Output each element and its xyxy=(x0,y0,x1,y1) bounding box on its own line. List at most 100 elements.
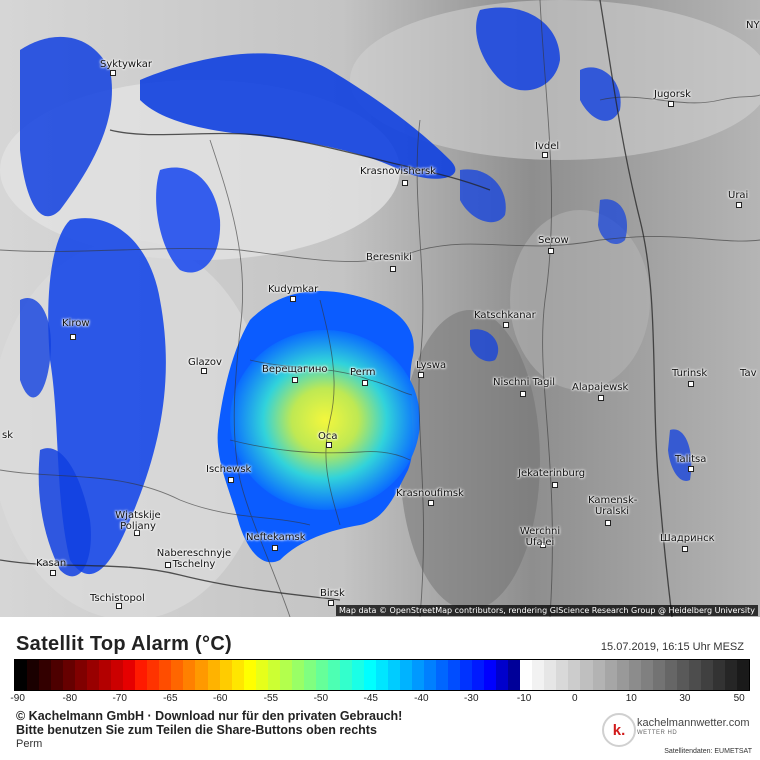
city-label-kasan: Kasan xyxy=(36,558,67,569)
scale-swatch xyxy=(207,660,220,690)
satellite-map[interactable]: Syktywkar Jugorsk NY Ivdel Krasnovishers… xyxy=(0,0,760,617)
scale-swatch xyxy=(267,660,280,690)
city-label-kudymkar: Kudymkar xyxy=(268,284,319,295)
scale-swatch xyxy=(604,660,617,690)
scale-swatch xyxy=(255,660,268,690)
city-marker xyxy=(328,600,334,606)
city-marker xyxy=(272,545,278,551)
city-marker xyxy=(110,70,116,76)
city-label-sk: sk xyxy=(2,430,14,441)
scale-swatch xyxy=(375,660,388,690)
scale-swatch xyxy=(580,660,593,690)
scale-swatch xyxy=(387,660,400,690)
city-label-vereshchagino: Верещагино xyxy=(262,364,328,375)
city-label-ivdel: Ivdel xyxy=(535,141,560,152)
scale-swatch xyxy=(279,660,292,690)
city-label-nabereschnyje-tschelny: Naberesсhnyje Tschelny xyxy=(156,548,232,570)
city-marker xyxy=(50,570,56,576)
scale-tick: 30 xyxy=(679,693,691,704)
city-label-jugorsk: Jugorsk xyxy=(654,89,691,100)
scale-swatch xyxy=(496,660,509,690)
city-marker xyxy=(228,477,234,483)
city-marker xyxy=(116,603,122,609)
city-label-tav: Tav xyxy=(740,368,757,379)
city-marker xyxy=(362,380,368,386)
scale-swatch xyxy=(63,660,76,690)
scale-swatch xyxy=(616,660,629,690)
city-marker xyxy=(598,395,604,401)
scale-swatch xyxy=(315,660,328,690)
cloud-layer xyxy=(0,0,760,617)
scale-swatch xyxy=(520,660,533,690)
copyright-notice: © Kachelmann GmbH · Download nur für den… xyxy=(16,709,403,723)
city-label-urai: Urai xyxy=(728,190,749,201)
city-label-katschkanar: Katschkanar xyxy=(474,310,536,321)
scale-swatch xyxy=(363,660,376,690)
city-label-kirow: Kirow xyxy=(62,318,90,329)
logo-glyph: k. xyxy=(612,721,626,739)
scale-swatch xyxy=(712,660,725,690)
city-marker xyxy=(542,152,548,158)
scale-tick: 50 xyxy=(733,693,745,704)
city-label-krasnoufimsk: Krasnoufimsk xyxy=(396,488,464,499)
legend-title: Satellit Top Alarm (°C) xyxy=(16,633,233,655)
scale-tick: -55 xyxy=(263,693,279,704)
scale-swatch xyxy=(664,660,677,690)
scale-swatch xyxy=(51,660,64,690)
city-marker xyxy=(165,562,171,568)
city-label-jekaterinburg: Jekaterinburg xyxy=(518,468,586,479)
share-note: Bitte benutzen Sie zum Teilen die Share-… xyxy=(16,723,377,737)
city-marker xyxy=(688,466,694,472)
city-marker xyxy=(605,520,611,526)
scale-swatch xyxy=(688,660,701,690)
city-label-krasnovishersk: Krasnovishersk xyxy=(360,166,436,177)
city-label-ischewsk: Ischewsk xyxy=(206,464,252,475)
scale-swatch xyxy=(195,660,208,690)
city-marker xyxy=(548,248,554,254)
scale-swatch xyxy=(291,660,304,690)
scale-tick: -40 xyxy=(414,693,429,704)
satellite-source: Satellitendaten: EUMETSAT xyxy=(664,748,752,755)
color-scale xyxy=(14,659,750,691)
scale-tick: -60 xyxy=(213,693,228,704)
city-marker xyxy=(201,368,207,374)
scale-swatch xyxy=(652,660,665,690)
location-label: Perm xyxy=(16,738,43,750)
city-label-perm: Perm xyxy=(350,367,376,378)
scale-swatch xyxy=(448,660,461,690)
city-marker xyxy=(290,296,296,302)
scale-tick: -65 xyxy=(163,693,178,704)
city-label-talitsa: Talitsa xyxy=(675,454,707,465)
scale-swatch xyxy=(303,660,316,690)
city-marker xyxy=(428,500,434,506)
scale-swatch xyxy=(724,660,737,690)
city-label-shadrinsk: Шадринск xyxy=(660,533,715,544)
city-marker xyxy=(736,202,742,208)
city-marker xyxy=(520,391,526,397)
scale-swatch xyxy=(159,660,172,690)
legend-footer: Satellit Top Alarm (°C) 15.07.2019, 16:1… xyxy=(0,617,760,760)
scale-swatch xyxy=(15,660,28,690)
brand-link[interactable]: kachelmannwetter.com xyxy=(637,717,750,729)
scale-swatch xyxy=(460,660,473,690)
city-marker xyxy=(552,482,558,488)
scale-swatch xyxy=(568,660,581,690)
scale-tick: 10 xyxy=(625,693,637,704)
city-label-nischni-tagil: Nischni Tagil xyxy=(493,377,556,388)
scale-swatch xyxy=(400,660,413,690)
scale-swatch xyxy=(75,660,88,690)
scale-swatch xyxy=(412,660,425,690)
scale-tick: -80 xyxy=(62,693,78,704)
scale-swatch xyxy=(147,660,160,690)
scale-swatch xyxy=(135,660,148,690)
scale-swatch xyxy=(171,660,184,690)
city-marker xyxy=(418,372,424,378)
city-label-wjatskije-poljany: Wjatskije Poljany xyxy=(115,510,161,532)
city-label-neftekamsk: Neftekamsk xyxy=(246,532,306,543)
map-attribution[interactable]: Map data © OpenStreetMap contributors, r… xyxy=(336,605,758,616)
city-label-tschistopol: Tschistopol xyxy=(90,593,145,604)
scale-swatch xyxy=(339,660,352,690)
kachelmann-logo-icon[interactable]: k. xyxy=(602,713,636,747)
scale-swatch xyxy=(592,660,605,690)
scale-tick: -45 xyxy=(363,693,378,704)
